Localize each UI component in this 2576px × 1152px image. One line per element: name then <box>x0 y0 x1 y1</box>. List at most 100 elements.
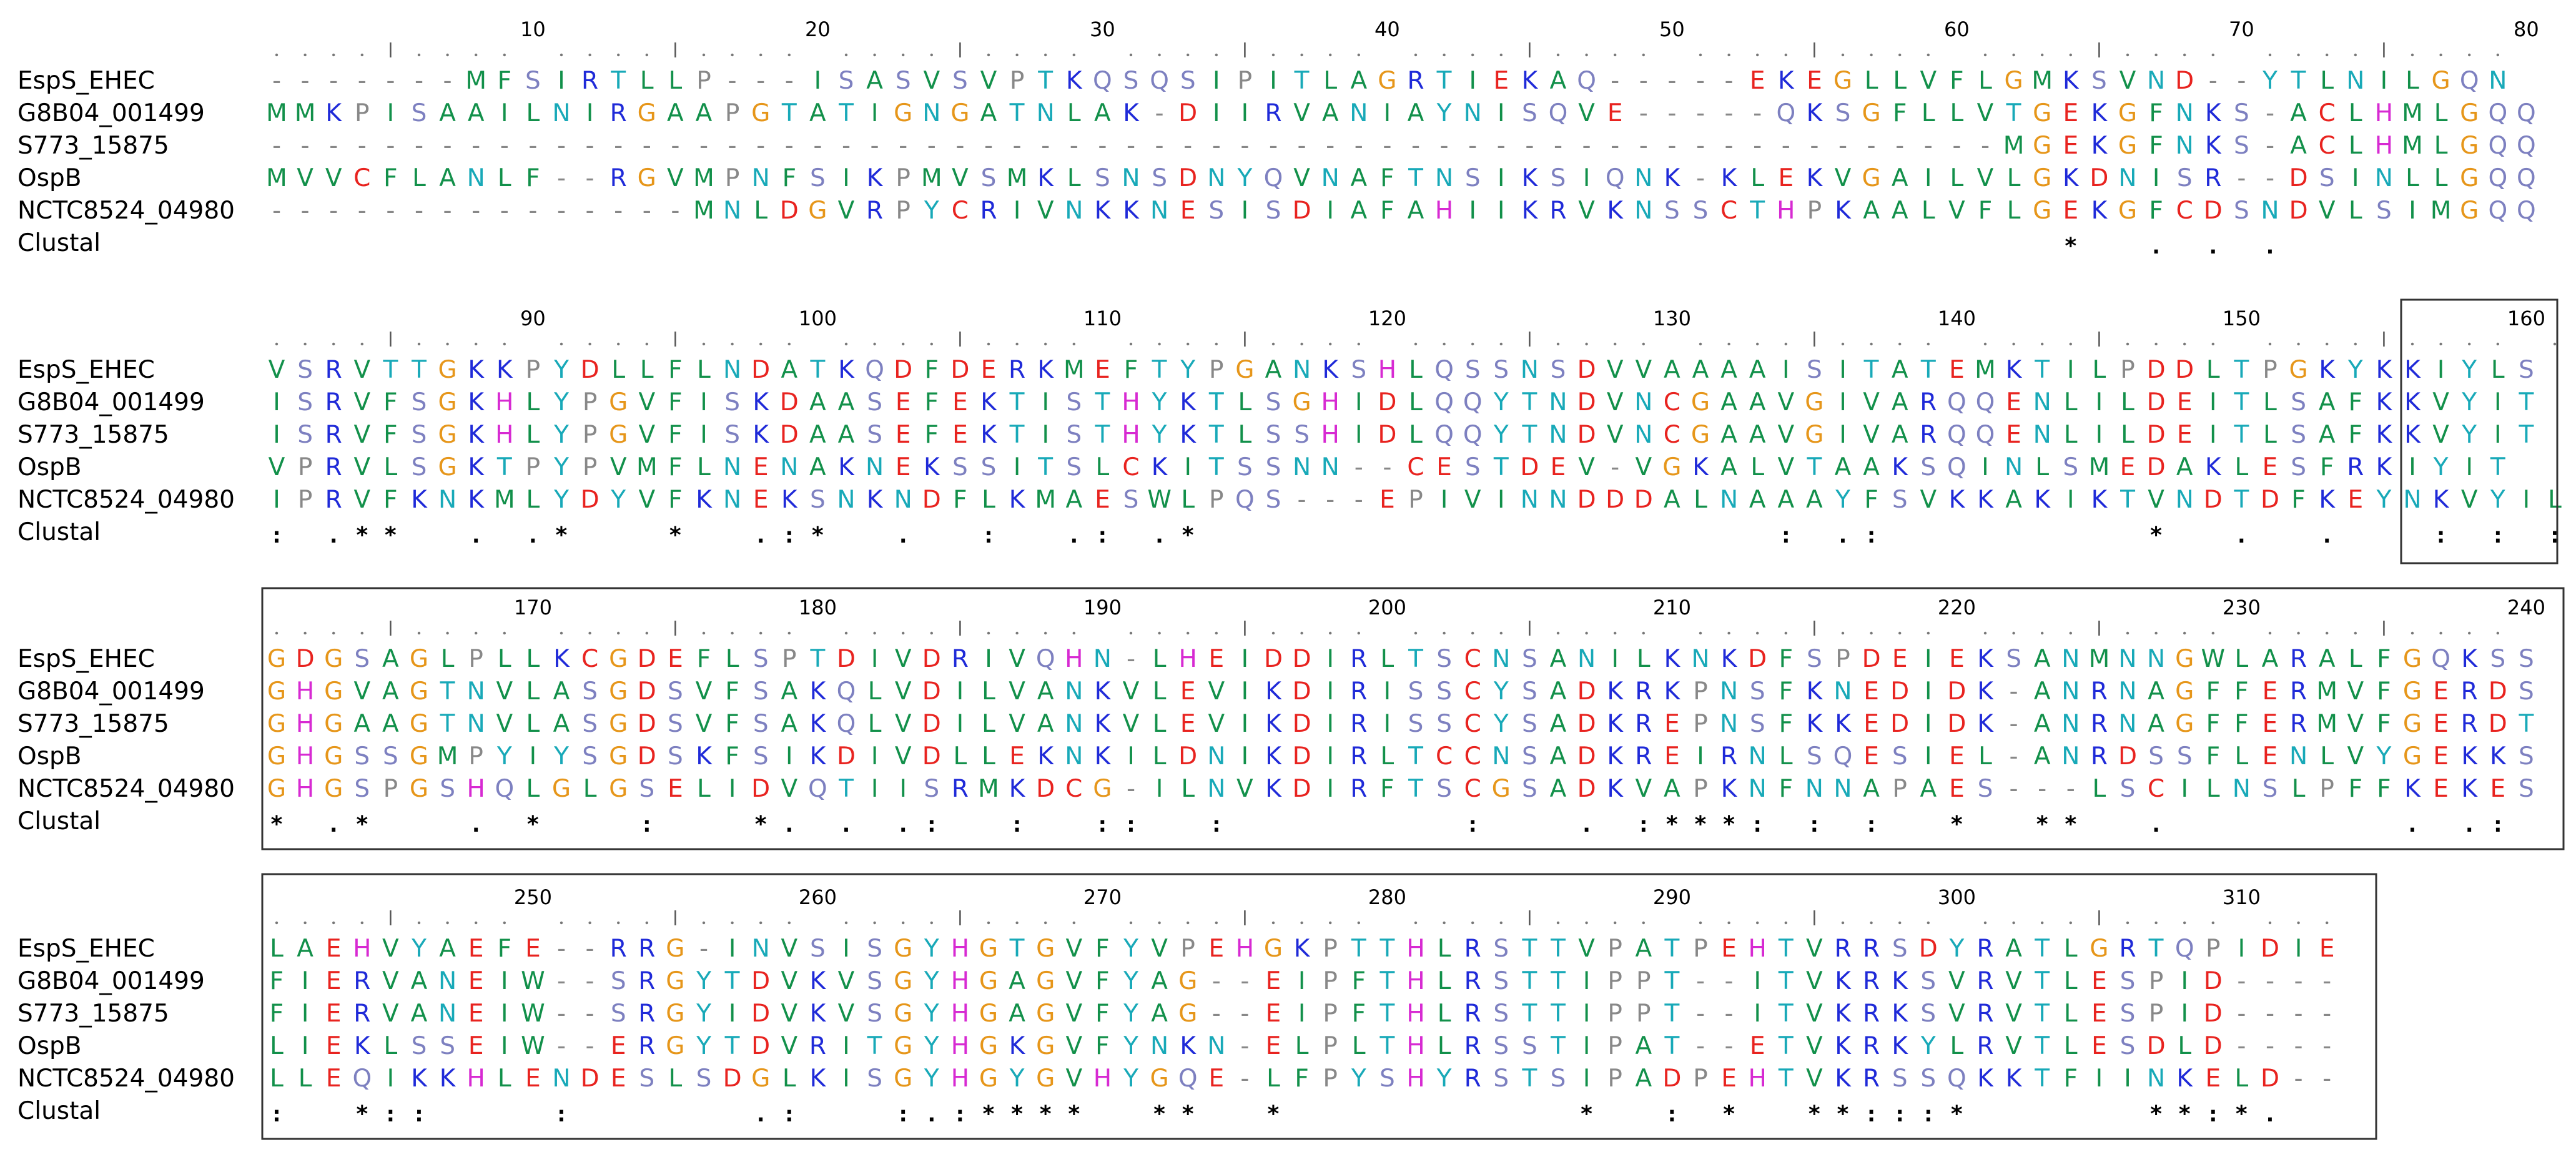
residue: S <box>297 356 313 384</box>
residue: C <box>1065 775 1082 803</box>
residue: R <box>353 1000 370 1028</box>
residue: T <box>1521 1065 1537 1093</box>
ruler-dot <box>1898 921 1902 925</box>
residue: H <box>296 710 314 738</box>
residue: S <box>753 710 769 738</box>
residue: V <box>895 645 912 673</box>
consensus-symbol: . <box>2406 812 2419 837</box>
residue: I <box>2465 453 2473 481</box>
residue: K <box>2091 99 2108 127</box>
residue: F <box>2206 710 2220 738</box>
residue: P <box>1323 1032 1338 1060</box>
residue: F <box>1352 967 1366 995</box>
position-number: 130 <box>1653 307 1691 330</box>
residue: Y <box>1123 1065 1138 1093</box>
residue: I <box>1213 99 1220 127</box>
residue: L <box>1637 645 1651 673</box>
residue: V <box>1920 67 1937 95</box>
ruler-dot <box>2041 53 2044 57</box>
residue: N <box>438 967 456 995</box>
ruler-dot <box>1699 342 1702 346</box>
residue: V <box>1863 388 1880 416</box>
residue: S <box>1152 164 1167 192</box>
residue: K <box>810 967 827 995</box>
residue: V <box>1065 967 1082 995</box>
residue: V <box>1578 453 1595 481</box>
residue: N <box>1122 164 1140 192</box>
residue: G <box>1093 775 1112 803</box>
ruler-dot <box>1927 921 1930 925</box>
residue: D <box>2204 967 2223 995</box>
residue: V <box>2432 388 2449 416</box>
residue: F <box>1095 935 1109 963</box>
residue: G <box>751 1065 770 1093</box>
residue: K <box>1522 164 1539 192</box>
ruler-dot <box>2297 631 2300 635</box>
residue: G <box>2033 132 2051 160</box>
residue: K <box>1721 164 1738 192</box>
residue: N <box>1207 775 1225 803</box>
residue: N <box>438 486 456 514</box>
residue: L <box>2035 453 2049 481</box>
residue: K <box>1265 710 1282 738</box>
residue: V <box>781 1000 797 1028</box>
gap: - <box>2322 967 2331 995</box>
residue: H <box>1378 356 1396 384</box>
ruler-dot <box>1927 53 1930 57</box>
residue: K <box>468 421 485 449</box>
residue: D <box>1378 388 1396 416</box>
position-number: 290 <box>1653 885 1691 909</box>
residue: I <box>1925 710 1932 738</box>
residue: K <box>1977 1065 1994 1093</box>
gap: - <box>1725 1032 1734 1060</box>
residue: D <box>2204 1000 2223 1028</box>
gap: - <box>1355 453 1363 481</box>
residue: S <box>1237 453 1253 481</box>
residue: A <box>439 164 456 192</box>
residue: E <box>1863 677 1879 706</box>
residue: V <box>1009 677 1025 706</box>
consensus-symbol: . <box>1580 812 1594 837</box>
residue: S <box>1920 1000 1936 1028</box>
residue: E <box>1863 710 1879 738</box>
ruler-dot <box>1756 631 1759 635</box>
residue: G <box>1178 1000 1197 1028</box>
residue: I <box>957 677 964 706</box>
residue: V <box>382 967 399 995</box>
residue: A <box>553 677 570 706</box>
residue: C <box>1464 645 1481 673</box>
ruler-dot <box>2069 53 2072 57</box>
residue: S <box>1892 486 1908 514</box>
residue: A <box>1835 453 1852 481</box>
residue: S <box>611 967 626 995</box>
residue: V <box>496 677 513 706</box>
gap: - <box>386 197 395 225</box>
ruler-dot <box>1271 631 1275 635</box>
residue: I <box>273 421 280 449</box>
residue: A <box>838 421 855 449</box>
residue: K <box>2461 775 2478 803</box>
consensus-symbol: : <box>1750 812 1764 837</box>
residue: N <box>2033 388 2051 416</box>
residue: M <box>2089 453 2110 481</box>
ruler-dot <box>2496 631 2499 635</box>
residue: S <box>2234 132 2249 160</box>
residue: R <box>638 967 655 995</box>
ruler-dot <box>303 921 307 925</box>
residue: N <box>1065 710 1083 738</box>
residue: T <box>1664 1000 1679 1028</box>
residue: N <box>1207 1032 1225 1060</box>
residue: H <box>1406 967 1424 995</box>
ruler-dot <box>588 342 591 346</box>
gap: - <box>1212 967 1221 995</box>
residue: L <box>526 421 540 449</box>
residue: P <box>1323 967 1338 995</box>
residue: I <box>1241 645 1249 673</box>
residue: G <box>1235 356 1254 384</box>
residue: V <box>667 164 684 192</box>
residue: D <box>1178 99 1197 127</box>
residue: Y <box>1123 1032 1138 1060</box>
residue: P <box>583 388 598 416</box>
residue: V <box>1208 710 1225 738</box>
ruler-dot <box>1642 342 1645 346</box>
